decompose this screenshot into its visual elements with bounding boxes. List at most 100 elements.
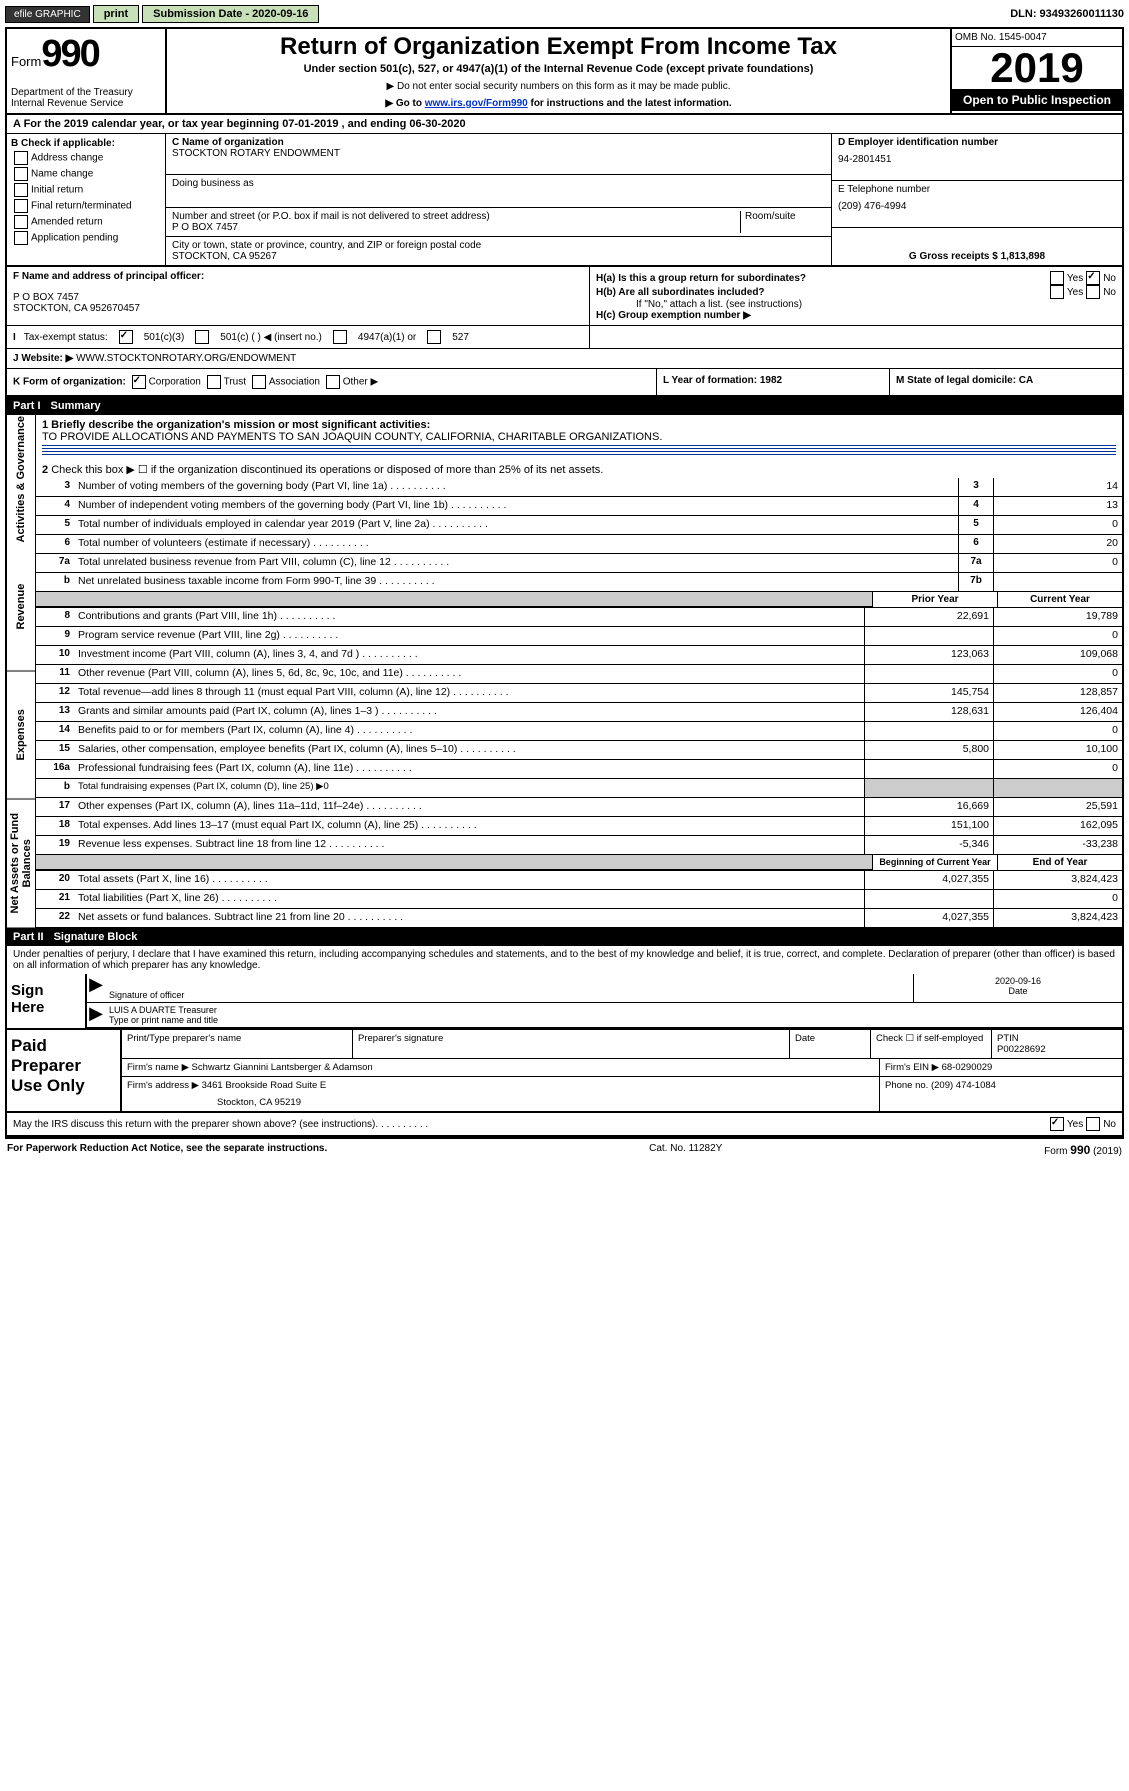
- cb-name-change[interactable]: Name change: [11, 167, 161, 181]
- form-header: Form990 Department of the Treasury Inter…: [7, 29, 1122, 115]
- line-16a: 16aProfessional fundraising fees (Part I…: [36, 760, 1122, 779]
- cb-application-pending[interactable]: Application pending: [11, 231, 161, 245]
- cb-501c3[interactable]: [119, 330, 133, 344]
- cb-initial-return[interactable]: Initial return: [11, 183, 161, 197]
- line-22: 22Net assets or fund balances. Subtract …: [36, 909, 1122, 928]
- state-domicile: M State of legal domicile: CA: [896, 375, 1033, 386]
- sig-of-officer-label: Signature of officer: [109, 990, 909, 1000]
- hb-no-cb[interactable]: [1086, 285, 1100, 299]
- line-19: 19Revenue less expenses. Subtract line 1…: [36, 836, 1122, 855]
- box-e-phone: E Telephone number (209) 476-4994: [832, 181, 1122, 228]
- cb-trust[interactable]: [207, 375, 221, 389]
- print-button[interactable]: print: [93, 5, 139, 23]
- ha-no-cb[interactable]: [1086, 271, 1100, 285]
- firm-addr2: Stockton, CA 95219: [127, 1097, 874, 1108]
- row-j-website: J Website: ▶ WWW.STOCKTONROTARY.ORG/ENDO…: [7, 349, 1122, 369]
- line-b: bTotal fundraising expenses (Part IX, co…: [36, 779, 1122, 798]
- line-21: 21Total liabilities (Part X, line 26)0: [36, 890, 1122, 909]
- ha-yes-cb[interactable]: [1050, 271, 1064, 285]
- firm-phone: (209) 474-1084: [931, 1080, 996, 1091]
- discuss-row: May the IRS discuss this return with the…: [7, 1113, 1122, 1137]
- line-15: 15Salaries, other compensation, employee…: [36, 741, 1122, 760]
- line-10: 10Investment income (Part VIII, column (…: [36, 646, 1122, 665]
- line-11: 11Other revenue (Part VIII, column (A), …: [36, 665, 1122, 684]
- pra-notice: For Paperwork Reduction Act Notice, see …: [7, 1143, 327, 1157]
- row-i-j: ITax-exempt status: 501(c)(3) 501(c) ( )…: [7, 326, 1122, 349]
- ein-value: 94-2801451: [838, 154, 1116, 165]
- part-1-header: Part I Summary: [7, 397, 1122, 415]
- dept-label: Department of the Treasury Internal Reve…: [11, 87, 161, 109]
- preparer-name-hdr: Print/Type preparer's name: [122, 1030, 353, 1058]
- part-2-num: Part II: [13, 931, 44, 943]
- cb-address-change[interactable]: Address change: [11, 151, 161, 165]
- form-990-number: 990: [41, 33, 98, 75]
- box-c-dba: Doing business as: [166, 175, 831, 208]
- hdr-prior-year: Prior Year: [872, 592, 997, 607]
- tax-year: 2019: [952, 47, 1122, 89]
- paid-preparer-label: Paid Preparer Use Only: [7, 1030, 120, 1111]
- sign-here-block: Sign Here ▶ Signature of officer 2020-09…: [7, 974, 1122, 1028]
- line-20: 20Total assets (Part X, line 16)4,027,35…: [36, 871, 1122, 890]
- perjury-statement: Under penalties of perjury, I declare th…: [7, 946, 1122, 974]
- form-footer-label: Form 990 (2019): [1044, 1143, 1122, 1157]
- cb-association[interactable]: [252, 375, 266, 389]
- box-c-name: C Name of organization STOCKTON ROTARY E…: [166, 134, 831, 175]
- tab-revenue: Revenue: [7, 543, 35, 672]
- section-b-through-g: B Check if applicable: Address change Na…: [7, 134, 1122, 267]
- line-17: 17Other expenses (Part IX, column (A), l…: [36, 798, 1122, 817]
- row-f-h: F Name and address of principal officer:…: [7, 267, 1122, 326]
- part-2-title: Signature Block: [54, 931, 138, 943]
- firm-ein: 68-0290029: [942, 1062, 993, 1073]
- h-c-label: H(c) Group exemption number ▶: [596, 310, 1116, 321]
- officer-name: LUIS A DUARTE Treasurer: [109, 1005, 1118, 1015]
- irs-link[interactable]: www.irs.gov/Form990: [425, 98, 528, 109]
- hdr-beginning: Beginning of Current Year: [872, 855, 997, 870]
- summary-line-3: 3Number of voting members of the governi…: [36, 478, 1122, 497]
- org-address: P O BOX 7457: [172, 222, 736, 233]
- cb-amended-return[interactable]: Amended return: [11, 215, 161, 229]
- box-c-city: City or town, state or province, country…: [166, 237, 831, 265]
- cb-other[interactable]: [326, 375, 340, 389]
- h-b-note: If "No," attach a list. (see instruction…: [596, 299, 1116, 310]
- cb-final-return[interactable]: Final return/terminated: [11, 199, 161, 213]
- cb-527[interactable]: [427, 330, 441, 344]
- cb-4947[interactable]: [333, 330, 347, 344]
- summary-line-4: 4Number of independent voting members of…: [36, 497, 1122, 516]
- note-ssn: ▶ Do not enter social security numbers o…: [171, 81, 946, 92]
- form-subtitle: Under section 501(c), 527, or 4947(a)(1)…: [171, 63, 946, 75]
- preparer-sig-hdr: Preparer's signature: [353, 1030, 790, 1058]
- discuss-no-cb[interactable]: [1086, 1117, 1100, 1131]
- form-of-org-label: K Form of organization:: [13, 377, 126, 388]
- dln-label: DLN: 93493260011130: [1010, 8, 1124, 20]
- org-city: STOCKTON, CA 95267: [172, 251, 825, 262]
- cb-corporation[interactable]: [132, 375, 146, 389]
- hb-yes-cb[interactable]: [1050, 285, 1064, 299]
- firm-name: Schwartz Giannini Lantsberger & Adamson: [192, 1062, 373, 1073]
- officer-addr2: STOCKTON, CA 952670457: [13, 303, 583, 314]
- side-tabs: Activities & Governance Revenue Expenses…: [7, 415, 36, 928]
- room-suite-label: Room/suite: [745, 211, 825, 222]
- tab-expenses: Expenses: [7, 671, 35, 800]
- h-b-label: H(b) Are all subordinates included?: [596, 287, 765, 298]
- summary-line-7b: bNet unrelated business taxable income f…: [36, 573, 1122, 592]
- line-8: 8Contributions and grants (Part VIII, li…: [36, 608, 1122, 627]
- box-f-label: F Name and address of principal officer:: [13, 271, 583, 282]
- cb-501c[interactable]: [195, 330, 209, 344]
- paid-preparer-block: Paid Preparer Use Only Print/Type prepar…: [7, 1030, 1122, 1113]
- tab-activities-governance: Activities & Governance: [7, 415, 35, 543]
- line-9: 9Program service revenue (Part VIII, lin…: [36, 627, 1122, 646]
- box-b-checkboxes: B Check if applicable: Address change Na…: [7, 134, 166, 265]
- arrow-icon: ▶: [87, 1003, 105, 1027]
- self-employed-check[interactable]: Check ☐ if self-employed: [871, 1030, 992, 1058]
- website-value: WWW.STOCKTONROTARY.ORG/ENDOWMENT: [76, 353, 296, 364]
- hdr-end: End of Year: [997, 855, 1122, 870]
- note-link: ▶ Go to www.irs.gov/Form990 for instruct…: [171, 98, 946, 109]
- beg-end-header: Beginning of Current Year End of Year: [36, 855, 1122, 871]
- tax-exempt-label: Tax-exempt status:: [24, 332, 108, 343]
- row-a-tax-year: A For the 2019 calendar year, or tax yea…: [7, 115, 1122, 134]
- row-k-l-m: K Form of organization: Corporation Trus…: [7, 369, 1122, 397]
- discuss-yes-cb[interactable]: [1050, 1117, 1064, 1131]
- officer-addr1: P O BOX 7457: [13, 292, 583, 303]
- tab-net-assets: Net Assets or Fund Balances: [7, 800, 35, 929]
- line-13: 13Grants and similar amounts paid (Part …: [36, 703, 1122, 722]
